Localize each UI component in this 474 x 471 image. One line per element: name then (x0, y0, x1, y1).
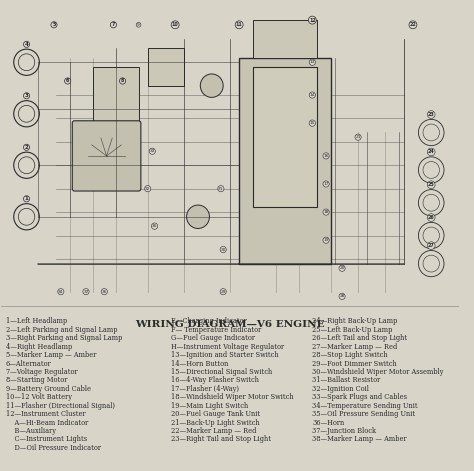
Text: 32—Ignition Coil: 32—Ignition Coil (312, 385, 369, 393)
Text: WIRING DIAGRAM—V6 ENGINE: WIRING DIAGRAM—V6 ENGINE (135, 320, 325, 329)
Text: 8: 8 (121, 79, 124, 83)
Text: E—Charging Indicator: E—Charging Indicator (171, 317, 246, 325)
Text: 36—Horn: 36—Horn (312, 419, 345, 427)
Text: B—Auxiliary: B—Auxiliary (6, 427, 56, 435)
Text: 5: 5 (52, 22, 55, 27)
Text: 20—Fuel Gauge Tank Unit: 20—Fuel Gauge Tank Unit (171, 410, 260, 418)
Text: 38—Marker Lamp — Amber: 38—Marker Lamp — Amber (312, 435, 407, 443)
Text: 21: 21 (356, 135, 361, 139)
Circle shape (201, 74, 223, 97)
Text: 4—Right Headlamp: 4—Right Headlamp (6, 343, 72, 351)
Text: 9—Battery Ground Cable: 9—Battery Ground Cable (6, 385, 91, 393)
Text: 36: 36 (101, 290, 107, 294)
Text: C—Instrument Lights: C—Instrument Lights (6, 435, 87, 443)
Text: 24: 24 (428, 149, 435, 154)
Text: 9: 9 (137, 23, 140, 27)
Text: 16—4-Way Flasher Switch: 16—4-Way Flasher Switch (171, 376, 259, 384)
Text: 35: 35 (152, 224, 157, 228)
Text: 33—Spark Plugs and Cables: 33—Spark Plugs and Cables (312, 393, 407, 401)
Text: H—Instrument Voltage Regulator: H—Instrument Voltage Regulator (171, 343, 284, 351)
Text: 28—Stop Light Switch: 28—Stop Light Switch (312, 351, 388, 359)
FancyBboxPatch shape (148, 48, 184, 86)
Text: 19—Main Light Switch: 19—Main Light Switch (171, 402, 248, 410)
Text: G—Fuel Gauge Indicator: G—Fuel Gauge Indicator (171, 334, 255, 342)
Text: 25—Left Back-Up Lamp: 25—Left Back-Up Lamp (312, 326, 393, 334)
Text: 33: 33 (149, 149, 155, 153)
Text: 23: 23 (428, 112, 435, 117)
Text: 35—Oil Pressure Sending Unit: 35—Oil Pressure Sending Unit (312, 410, 415, 418)
Text: 29—Foot Dimmer Switch: 29—Foot Dimmer Switch (312, 359, 397, 367)
Text: 12—Instrument Cluster: 12—Instrument Cluster (6, 410, 86, 418)
Text: 17—Flasher (4-Way): 17—Flasher (4-Way) (171, 385, 238, 393)
Text: 25: 25 (428, 182, 435, 187)
Text: 26: 26 (428, 215, 435, 220)
Text: 15—Directional Signal Switch: 15—Directional Signal Switch (171, 368, 272, 376)
Text: 22—Marker Lamp — Red: 22—Marker Lamp — Red (171, 427, 256, 435)
Text: 34: 34 (58, 290, 64, 294)
Circle shape (187, 205, 210, 228)
Text: 11—Flasher (Directional Signal): 11—Flasher (Directional Signal) (6, 402, 115, 410)
Text: 21—Back-Up Light Switch: 21—Back-Up Light Switch (171, 419, 259, 427)
Text: 7: 7 (112, 22, 115, 27)
Text: 6—Alternator: 6—Alternator (6, 359, 52, 367)
Text: 13—Ignition and Starter Switch: 13—Ignition and Starter Switch (171, 351, 278, 359)
Text: 28: 28 (339, 294, 345, 298)
Text: 5—Marker Lamp — Amber: 5—Marker Lamp — Amber (6, 351, 96, 359)
Text: 2—Left Parking and Signal Lamp: 2—Left Parking and Signal Lamp (6, 326, 118, 334)
Text: 3: 3 (25, 93, 28, 98)
Text: 22: 22 (410, 22, 416, 27)
Text: 1—Left Headlamp: 1—Left Headlamp (6, 317, 67, 325)
FancyBboxPatch shape (72, 121, 141, 191)
Text: 1: 1 (25, 196, 28, 201)
Text: 20: 20 (339, 266, 345, 270)
Text: A—Hi-Beam Indicator: A—Hi-Beam Indicator (6, 419, 88, 427)
Text: 31: 31 (218, 187, 224, 191)
Text: 4: 4 (25, 42, 28, 47)
Text: 37—Junction Block: 37—Junction Block (312, 427, 376, 435)
Text: 15: 15 (310, 121, 315, 125)
Text: 26—Left Tail and Stop Light: 26—Left Tail and Stop Light (312, 334, 408, 342)
Text: 18—Windshield Wiper Motor Switch: 18—Windshield Wiper Motor Switch (171, 393, 293, 401)
Text: F— Temperature Indicator: F— Temperature Indicator (171, 326, 261, 334)
Text: 17: 17 (323, 182, 329, 186)
Text: 23—Right Tail and Stop Light: 23—Right Tail and Stop Light (171, 435, 271, 443)
FancyBboxPatch shape (239, 57, 331, 264)
Text: 37: 37 (83, 290, 89, 294)
Text: 31—Ballast Resistor: 31—Ballast Resistor (312, 376, 381, 384)
Text: 32: 32 (145, 187, 150, 191)
Text: 27: 27 (428, 243, 435, 248)
FancyBboxPatch shape (253, 67, 317, 207)
Text: 11: 11 (236, 22, 243, 27)
FancyBboxPatch shape (93, 67, 138, 123)
Text: D—Oil Pressure Indicator: D—Oil Pressure Indicator (6, 444, 101, 452)
Text: 29: 29 (220, 290, 226, 294)
Text: 34—Temperature Sending Unit: 34—Temperature Sending Unit (312, 402, 418, 410)
Text: 16: 16 (323, 154, 329, 158)
Text: 7—Voltage Regulator: 7—Voltage Regulator (6, 368, 78, 376)
Text: 12: 12 (309, 17, 316, 23)
Text: 10—12 Volt Battery: 10—12 Volt Battery (6, 393, 72, 401)
Text: 3—Right Parking and Signal Lamp: 3—Right Parking and Signal Lamp (6, 334, 122, 342)
Text: 8—Starting Motor: 8—Starting Motor (6, 376, 67, 384)
FancyBboxPatch shape (253, 20, 317, 57)
Text: 14: 14 (310, 93, 315, 97)
Text: 30—Windshield Wiper Motor Assembly: 30—Windshield Wiper Motor Assembly (312, 368, 444, 376)
Text: 14—Horn Button: 14—Horn Button (171, 359, 228, 367)
Text: 30: 30 (220, 248, 226, 252)
Text: 2: 2 (25, 145, 28, 150)
Text: 6: 6 (66, 79, 69, 83)
Text: 24—Right Back-Up Lamp: 24—Right Back-Up Lamp (312, 317, 398, 325)
Text: 10: 10 (172, 22, 179, 27)
Text: 13: 13 (310, 60, 315, 64)
Text: 27—Marker Lamp — Red: 27—Marker Lamp — Red (312, 343, 398, 351)
Text: 19: 19 (323, 238, 329, 242)
Text: 18: 18 (323, 210, 329, 214)
